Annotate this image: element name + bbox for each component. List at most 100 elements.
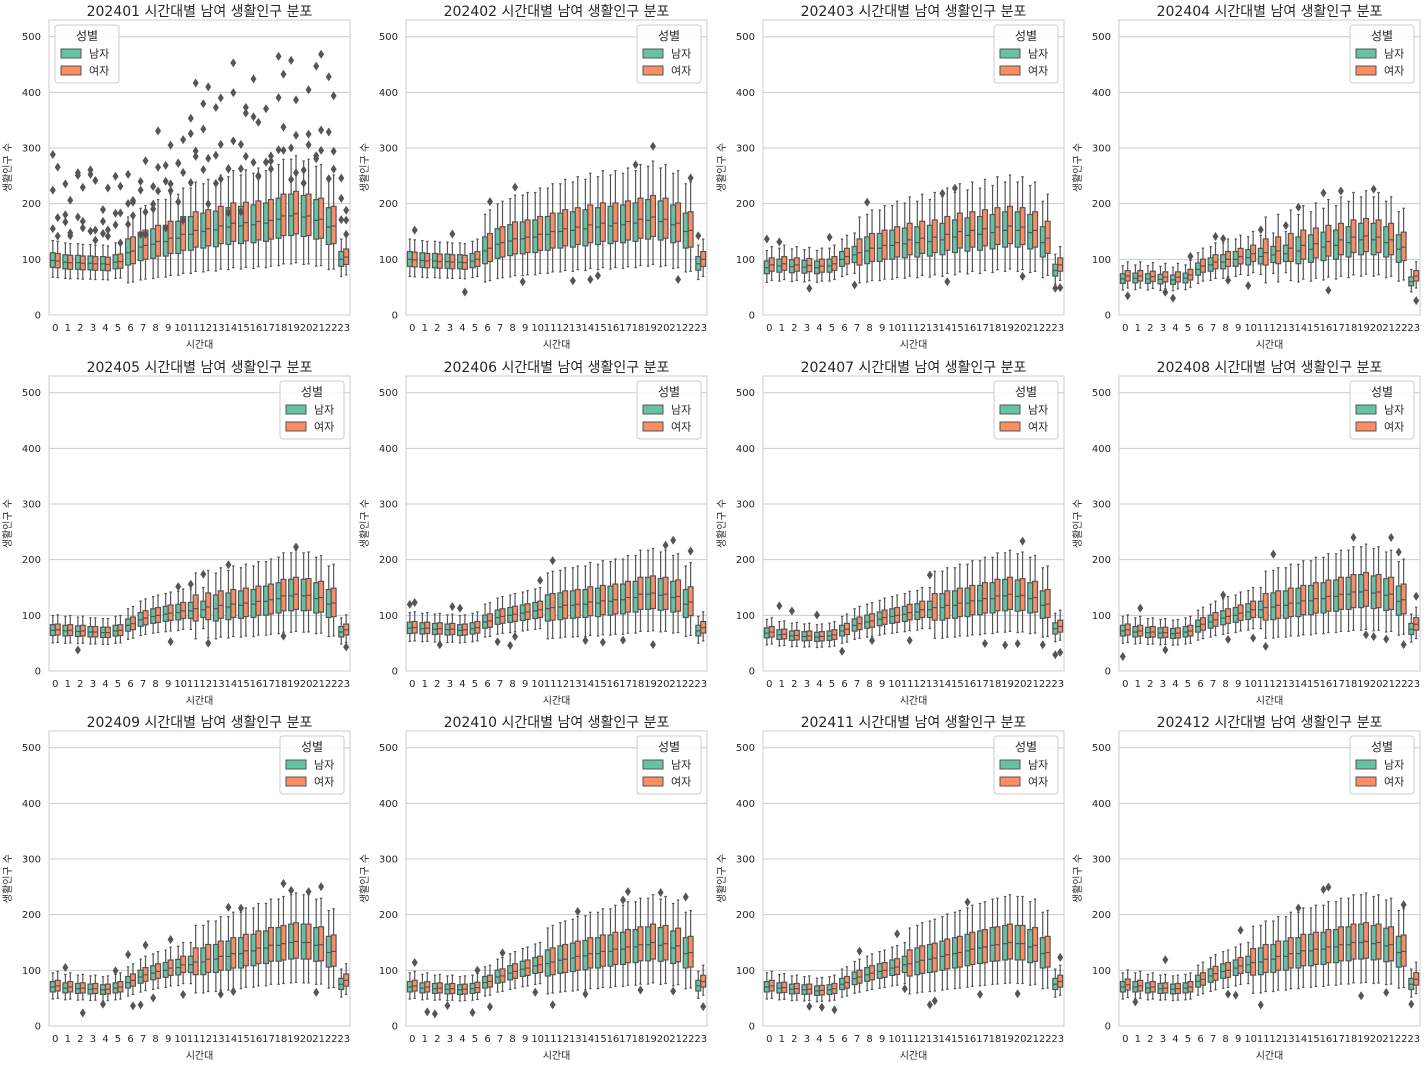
outlier-point (1014, 639, 1021, 649)
x-tick-label: 14 (224, 323, 237, 334)
outlier-point (599, 637, 606, 647)
box-여자-17 (981, 556, 988, 649)
box-여자-13 (217, 567, 224, 638)
legend-label: 여자 (671, 776, 691, 789)
box-여자-13 (1287, 209, 1294, 282)
x-tick-label: 12 (556, 679, 569, 690)
box-남자-17 (976, 187, 984, 274)
x-tick-label: 22 (1395, 323, 1408, 334)
outlier-point (230, 88, 237, 98)
box-남자-18 (1345, 549, 1352, 632)
outlier-point (217, 174, 224, 184)
outlier-point (411, 958, 418, 968)
outlier-point (763, 234, 770, 244)
legend-label: 여자 (671, 421, 691, 434)
x-tick-label: 6 (841, 1034, 847, 1045)
legend-title: 성별 (76, 29, 98, 43)
outlier-point (806, 283, 813, 293)
box-남자-5 (826, 622, 833, 648)
x-tick-label: 18 (1345, 679, 1358, 690)
y-tick-label: 400 (22, 799, 41, 810)
chart-title: 202403 시간대별 남여 생활인구 분포 (801, 4, 1027, 20)
outlier-point (1132, 997, 1139, 1007)
box-여자-23 (1413, 261, 1420, 306)
box-여자-15 (599, 170, 606, 269)
outlier-point (99, 229, 106, 239)
box-여자-6 (1199, 961, 1207, 995)
box-여자-22 (1400, 558, 1407, 650)
x-tick-label: 13 (569, 1034, 582, 1045)
outlier-point (205, 82, 212, 92)
x-tick-label: 15 (951, 679, 964, 690)
box-남자-19 (645, 165, 652, 267)
outlier-point (461, 287, 468, 297)
y-tick-label: 100 (736, 611, 755, 622)
box-남자-9 (1232, 594, 1239, 634)
box-여자-1 (1137, 603, 1144, 644)
y-axis-label: 생활인구 수 (715, 499, 728, 548)
box-여자-13 (1287, 911, 1294, 990)
box-여자-11 (1262, 216, 1269, 284)
box-남자-22 (325, 72, 332, 271)
box-여자-15 (956, 183, 963, 273)
outlier-point (906, 635, 913, 645)
box-남자-12 (200, 924, 207, 994)
outlier-point (1295, 202, 1302, 212)
y-tick-label: 500 (379, 743, 398, 754)
box-여자-23 (1413, 961, 1420, 995)
x-tick-label: 19 (287, 679, 300, 690)
outlier-point (237, 164, 244, 174)
box-여자-1 (781, 973, 788, 1001)
outlier-point (225, 208, 232, 218)
box-남자-18 (632, 160, 639, 269)
box-여자-10 (537, 575, 544, 630)
box-남자-20 (300, 894, 307, 984)
box-남자-16 (250, 74, 257, 270)
x-tick-label: 19 (1357, 323, 1370, 334)
box-여자-23 (1413, 591, 1420, 640)
box-남자-15 (594, 176, 601, 281)
box-남자-4 (99, 618, 107, 646)
box-여자-22 (687, 909, 694, 989)
x-tick-label: 4 (1172, 323, 1178, 334)
outlier-point (212, 150, 219, 160)
outlier-point (237, 139, 244, 149)
box-여자-22 (687, 546, 694, 636)
outlier-point (200, 165, 207, 175)
outlier-point (318, 882, 325, 892)
box-남자-7 (137, 600, 144, 637)
x-tick-label: 21 (669, 323, 682, 334)
x-tick-label: 2 (77, 1034, 83, 1045)
outlier-point (150, 181, 157, 191)
box-남자-12 (557, 183, 564, 273)
x-tick-label: 20 (1014, 323, 1027, 334)
x-tick-label: 8 (1222, 1034, 1228, 1045)
y-tick-label: 0 (1105, 1022, 1111, 1033)
legend-swatch (60, 65, 82, 76)
box-여자-7 (142, 156, 149, 280)
outlier-point (142, 156, 149, 166)
box-남자-2 (1144, 265, 1151, 291)
box-여자-2 (79, 973, 86, 1018)
box-남자-23 (695, 615, 702, 644)
outlier-point (1282, 220, 1289, 230)
box-여자-18 (994, 176, 1001, 271)
box-남자-11 (544, 927, 551, 995)
x-tick-label: 3 (1160, 679, 1166, 690)
outlier-point (818, 1002, 825, 1012)
outlier-point (964, 897, 971, 907)
box-여자-1 (67, 195, 74, 280)
outlier-point (931, 996, 938, 1006)
box-남자-7 (851, 960, 858, 994)
plot-frame (405, 19, 708, 316)
box-남자-1 (62, 962, 69, 1001)
box-남자-14 (225, 902, 232, 991)
box-남자-3 (1157, 618, 1164, 646)
box-남자-7 (1207, 957, 1214, 992)
x-tick-label: 3 (1160, 1034, 1166, 1045)
box-남자-6 (839, 615, 846, 656)
box-남자-4 (456, 242, 464, 280)
box-여자-7 (142, 940, 149, 992)
x-tick-label: 2 (77, 323, 83, 334)
